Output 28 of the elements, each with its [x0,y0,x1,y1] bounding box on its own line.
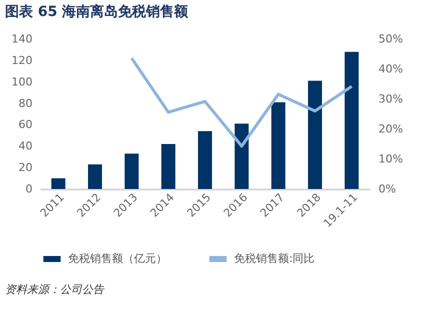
y-tick-label: 80 [18,96,32,110]
y-tick-label: 60 [18,118,32,132]
line-series [130,56,354,148]
bar [161,144,176,189]
bar [234,124,249,189]
y-tick-label: 140 [12,32,32,46]
chart-title: 图表 65 海南离岛免税销售额 [5,3,190,20]
y-tick-label: 0 [26,182,32,196]
y-tick-label: 100 [12,75,32,88]
y2-tick-label: 20% [378,122,403,136]
y-tick-label: 20 [18,161,32,174]
bar [198,131,212,189]
bar [88,164,102,189]
bar [124,154,139,189]
bar [344,52,359,189]
y2-tick-label: 50% [378,32,403,46]
text: 资料来源：公司公告 [5,283,105,296]
y-tick-label: 120 [12,54,32,67]
y2-tick-label: 10% [378,152,403,166]
y2-tick-label: 30% [378,92,403,106]
bar [51,178,66,189]
y2-tick-label: 0% [378,182,396,196]
bar [308,80,322,189]
legend-label: 免税销售额:同比 [234,252,315,265]
legend-label: 免税销售额（亿元） [68,252,167,265]
bar [271,102,286,189]
y2-tick-label: 40% [378,62,403,76]
y-tick-label: 40 [18,140,32,153]
